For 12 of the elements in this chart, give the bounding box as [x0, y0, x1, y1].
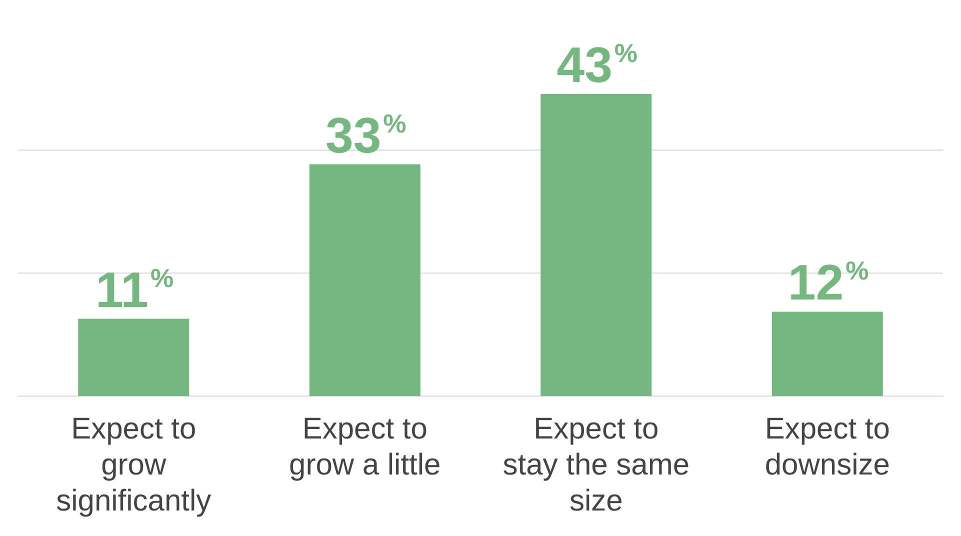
- bar: [540, 94, 652, 396]
- x-tick-label: Expect to grow significantly: [56, 412, 212, 518]
- bar: [772, 312, 883, 396]
- x-tick-label: Expect to grow a little: [289, 412, 441, 482]
- bar: [309, 164, 420, 396]
- data-label: 12%: [788, 254, 869, 311]
- data-label: 43%: [556, 37, 638, 94]
- data-label: 33%: [326, 107, 406, 164]
- x-tick-label: Expect to downsize: [764, 412, 890, 482]
- x-tick-label: Expect to stay the same size: [502, 412, 690, 518]
- bar: [78, 318, 190, 396]
- data-label: 11%: [96, 262, 174, 318]
